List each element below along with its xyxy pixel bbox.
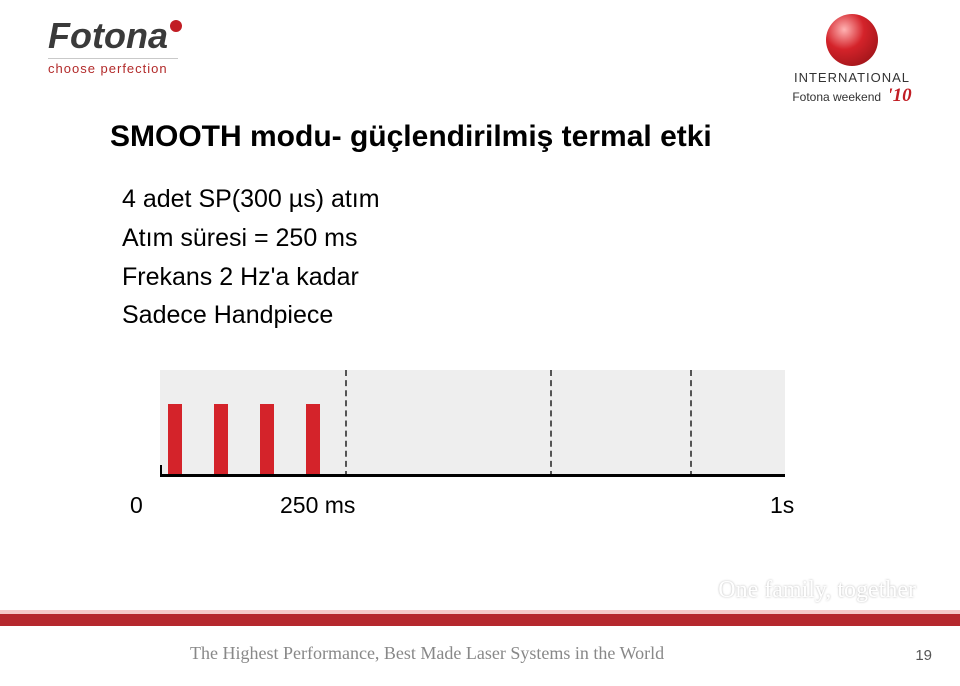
slide-title: SMOOTH modu- güçlendirilmiş termal etki	[110, 120, 880, 154]
axis-label-zero: 0	[130, 492, 143, 519]
pulse-bar	[214, 404, 228, 474]
footer-band	[0, 610, 960, 626]
pulse-bar	[306, 404, 320, 474]
diagram-gridline	[690, 370, 692, 477]
bullet-list: 4 adet SP(300 µs) atım Atım süresi = 250…	[110, 180, 880, 335]
brand-tagline: choose perfection	[48, 61, 182, 76]
badge-line2: Fotona weekend '10	[772, 85, 932, 107]
brand-separator	[48, 58, 178, 59]
badge-line2-text: Fotona weekend	[792, 90, 881, 104]
pulse-bar	[260, 404, 274, 474]
pulse-diagram: 0 250 ms 1s	[130, 370, 810, 540]
footer-slogan: One family, together	[718, 577, 916, 604]
bullet-item: Sadece Handpiece	[122, 296, 880, 335]
brand-dot-icon	[170, 20, 182, 32]
bullet-item: Atım süresi = 250 ms	[122, 219, 880, 258]
brand-name-text: Fotona	[48, 15, 168, 56]
footer-band-dark	[0, 614, 960, 626]
event-badge: INTERNATIONAL Fotona weekend '10	[772, 14, 932, 107]
sphere-icon	[826, 14, 878, 66]
slide-content: SMOOTH modu- güçlendirilmiş termal etki …	[110, 120, 880, 335]
bullet-item: Frekans 2 Hz'a kadar	[122, 258, 880, 297]
badge-year: '10	[887, 85, 911, 106]
axis-label-mid: 250 ms	[280, 492, 355, 519]
axis-label-end: 1s	[770, 492, 794, 519]
brand-logo: Fotona choose perfection	[48, 18, 182, 76]
pulse-bar	[168, 404, 182, 474]
bullet-item: 4 adet SP(300 µs) atım	[122, 180, 880, 219]
brand-name: Fotona	[48, 18, 182, 54]
badge-line1: INTERNATIONAL	[772, 70, 932, 85]
page-number: 19	[915, 647, 932, 664]
diagram-x-axis	[160, 474, 785, 477]
footer-tagline: The Highest Performance, Best Made Laser…	[190, 643, 664, 664]
diagram-strip	[160, 370, 785, 474]
diagram-gridline	[345, 370, 347, 477]
diagram-gridline	[550, 370, 552, 477]
